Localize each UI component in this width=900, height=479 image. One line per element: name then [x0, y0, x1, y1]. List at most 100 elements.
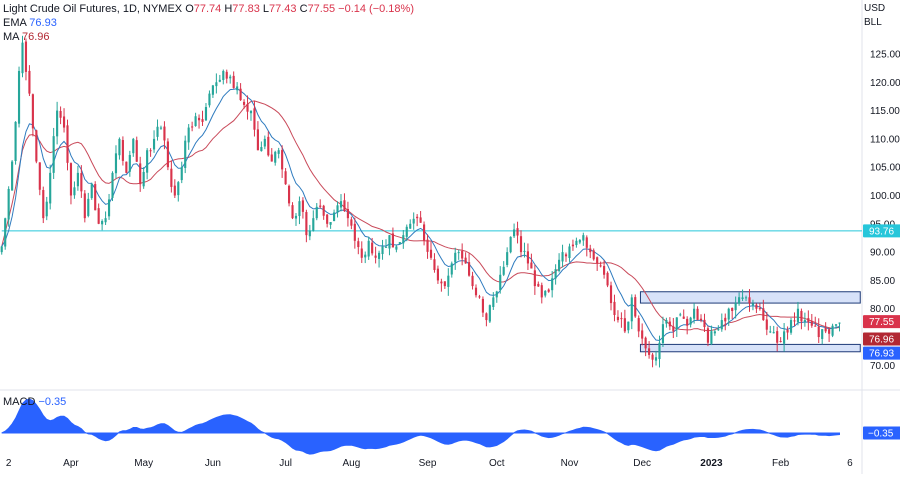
candle-body[interactable]: [83, 193, 86, 219]
ma-line[interactable]: [1, 100, 840, 332]
candle-body[interactable]: [42, 190, 45, 219]
candle-body[interactable]: [682, 316, 685, 319]
candle-body[interactable]: [630, 297, 633, 322]
candle-body[interactable]: [211, 85, 214, 95]
candle-body[interactable]: [339, 201, 343, 208]
candle-body[interactable]: [191, 126, 194, 128]
candle-body[interactable]: [488, 305, 491, 322]
candle-body[interactable]: [814, 325, 817, 327]
candle-body[interactable]: [623, 318, 626, 332]
candle-body[interactable]: [267, 136, 270, 156]
candle-body[interactable]: [748, 297, 751, 304]
candle-body[interactable]: [627, 321, 630, 331]
candle-body[interactable]: [513, 229, 516, 237]
candle-body[interactable]: [274, 151, 277, 163]
candle-body[interactable]: [121, 140, 124, 161]
candle-body[interactable]: [384, 246, 388, 248]
candle-body[interactable]: [492, 297, 495, 307]
candle-body[interactable]: [159, 127, 163, 129]
candle-body[interactable]: [533, 270, 536, 287]
macd-legend[interactable]: MACD −0.35: [3, 396, 66, 408]
candle-body[interactable]: [762, 308, 765, 321]
candle-body[interactable]: [332, 212, 336, 222]
candle-body[interactable]: [499, 274, 502, 290]
candle-body[interactable]: [731, 307, 734, 311]
candle-body[interactable]: [305, 212, 308, 236]
candle-body[interactable]: [294, 215, 298, 219]
candle-body[interactable]: [789, 320, 793, 333]
range-box-1[interactable]: [639, 343, 861, 353]
candle-body[interactable]: [308, 230, 311, 237]
candle-body[interactable]: [457, 252, 460, 254]
candle-body[interactable]: [658, 342, 661, 360]
candle-body[interactable]: [519, 236, 523, 253]
candle-body[interactable]: [263, 138, 266, 147]
candle-body[interactable]: [551, 278, 554, 291]
candle-body[interactable]: [69, 163, 73, 196]
candle-body[interactable]: [59, 110, 62, 118]
candle-body[interactable]: [429, 249, 433, 258]
candle-body[interactable]: [287, 185, 291, 204]
candle-body[interactable]: [481, 298, 485, 313]
candle-body[interactable]: [76, 172, 79, 187]
candle-body[interactable]: [648, 348, 651, 355]
candle-body[interactable]: [101, 221, 104, 225]
candle-body[interactable]: [796, 308, 800, 323]
candle-body[interactable]: [87, 198, 90, 216]
candle-body[interactable]: [724, 317, 727, 322]
candle-body[interactable]: [433, 259, 436, 271]
candle-body[interactable]: [589, 248, 592, 253]
candle-body[interactable]: [322, 205, 325, 216]
candle-body[interactable]: [284, 171, 287, 185]
candle-body[interactable]: [56, 110, 59, 137]
candle-body[interactable]: [218, 79, 221, 82]
candle-body[interactable]: [672, 326, 675, 332]
candle-body[interactable]: [132, 138, 135, 154]
candle-body[interactable]: [426, 239, 429, 252]
candle-body[interactable]: [149, 150, 152, 152]
candle-body[interactable]: [734, 303, 737, 311]
candle-body[interactable]: [661, 324, 665, 344]
candle-body[interactable]: [706, 328, 710, 343]
candle-body[interactable]: [405, 226, 408, 237]
candle-body[interactable]: [66, 125, 69, 163]
candle-body[interactable]: [561, 252, 564, 262]
candle-body[interactable]: [52, 136, 55, 173]
candle-body[interactable]: [741, 297, 744, 300]
candle-body[interactable]: [613, 301, 616, 316]
candle-body[interactable]: [326, 214, 329, 224]
candle-body[interactable]: [800, 310, 803, 322]
candle-body[interactable]: [45, 201, 48, 217]
candle-body[interactable]: [776, 331, 779, 343]
candle-body[interactable]: [651, 354, 654, 360]
candle-body[interactable]: [225, 71, 228, 79]
candle-body[interactable]: [21, 42, 24, 74]
candle-body[interactable]: [197, 117, 201, 121]
candle-body[interactable]: [668, 321, 671, 327]
candle-body[interactable]: [713, 331, 716, 334]
candle-body[interactable]: [152, 138, 156, 150]
candle-body[interactable]: [374, 255, 377, 258]
candle-body[interactable]: [239, 88, 242, 101]
candle-body[interactable]: [699, 318, 703, 321]
candle-body[interactable]: [575, 240, 578, 246]
candle-body[interactable]: [654, 357, 658, 361]
candle-body[interactable]: [526, 251, 530, 264]
candle-body[interactable]: [253, 108, 256, 130]
candle-body[interactable]: [4, 218, 7, 247]
candle-body[interactable]: [779, 340, 782, 342]
candle-body[interactable]: [90, 184, 93, 199]
candle-body[interactable]: [644, 337, 647, 349]
candle-body[interactable]: [215, 82, 218, 87]
candle-body[interactable]: [772, 332, 775, 334]
candle-body[interactable]: [568, 246, 571, 259]
candle-body[interactable]: [609, 285, 613, 304]
candle-body[interactable]: [146, 150, 149, 173]
candle-body[interactable]: [17, 70, 21, 124]
candle-body[interactable]: [343, 200, 346, 212]
candle-body[interactable]: [364, 254, 367, 258]
candle-body[interactable]: [35, 130, 38, 162]
candle-body[interactable]: [107, 199, 111, 217]
candle-body[interactable]: [461, 250, 464, 259]
candle-body[interactable]: [502, 266, 505, 275]
